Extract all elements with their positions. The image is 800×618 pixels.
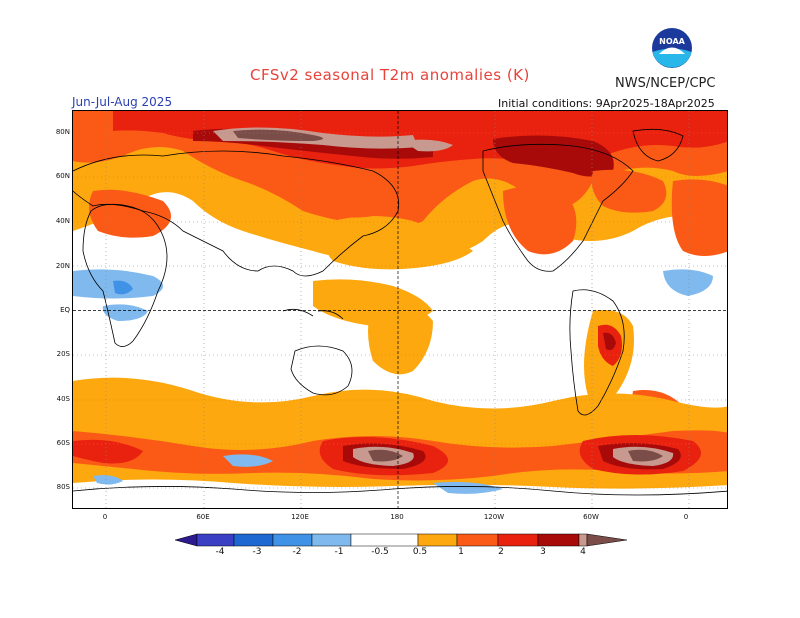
colorbar-bin--2--1 <box>272 533 313 547</box>
anomaly-field-africa-n <box>89 189 171 238</box>
colorbar-bin-gt-5 <box>586 533 627 547</box>
colorbar-label: 0.5 <box>412 547 428 557</box>
anomaly-field-cool-atl2 <box>102 304 148 321</box>
anomaly-map <box>72 110 728 509</box>
coast-australia <box>290 345 353 396</box>
lon-label-60e: 60E <box>196 513 210 521</box>
colorbar-bin-0.5-1 <box>417 533 458 547</box>
anomaly-field-cool-south2 <box>433 481 503 494</box>
anomaly-field-samerica-dark <box>603 332 616 351</box>
anomaly-field-cool-south3 <box>93 475 123 485</box>
anomaly-field-south-extreme2 <box>368 449 403 462</box>
map-title: CFSv2 seasonal T2m anomalies (K) <box>250 66 530 84</box>
coast-greenland <box>632 128 684 162</box>
lat-label-20n: 20N <box>55 262 70 270</box>
colorbar-bin-neutral <box>350 533 419 547</box>
colorbar-label: -3 <box>252 547 262 557</box>
equator-dateline <box>73 111 727 508</box>
colorbar-bin--3--2 <box>233 533 274 547</box>
initial-conditions-label: Initial conditions: 9Apr2025-18Apr2025 <box>498 97 715 110</box>
colorbar <box>175 533 627 547</box>
grid-lines <box>73 111 727 508</box>
anomaly-field-north-dark2 <box>493 135 614 177</box>
lat-label-20s: 20S <box>56 350 70 358</box>
coast-north-america <box>482 143 634 272</box>
coast-eurasia <box>73 150 400 277</box>
lat-label-60s: 60S <box>56 439 70 447</box>
anomaly-field-north-extreme <box>233 129 323 141</box>
colorbar-bin--1--0.5 <box>311 533 352 547</box>
anomaly-field-asia-mid <box>302 177 381 218</box>
lon-label-0: 0 <box>102 513 108 521</box>
anomaly-field-cool-blue <box>113 280 133 295</box>
coast-south-america <box>569 289 625 416</box>
anomaly-field-europe <box>671 179 727 256</box>
colorbar-bin-3-4 <box>537 533 580 547</box>
colorbar-label: -4 <box>215 547 225 557</box>
anomaly-field-north-max2 <box>403 139 453 152</box>
anomaly-field-na-east <box>591 169 667 213</box>
colorbar-label: -2 <box>292 547 302 557</box>
noaa-logo-icon: NOAA <box>652 28 692 68</box>
colorbar-bin-2-3 <box>497 533 539 547</box>
colorbar-label: 1 <box>458 547 464 557</box>
anomaly-field-na-west <box>503 186 577 255</box>
coastlines <box>73 128 727 496</box>
anomaly-field-south-strong1 <box>73 439 143 464</box>
lon-label-60w: 60W <box>583 513 599 521</box>
lat-label-eq: EQ <box>60 306 70 314</box>
agency-label: NWS/NCEP/CPC <box>615 76 716 91</box>
colorbar-bin-4-5 <box>578 533 588 547</box>
lon-label-180: 180 <box>390 513 404 521</box>
anomaly-field-south-extreme3 <box>628 449 663 462</box>
colorbar-bin-lt-4 <box>175 533 198 547</box>
lat-label-40s: 40S <box>56 395 70 403</box>
colorbar-label: -0.5 <box>371 547 389 557</box>
noaa-logo-text: NOAA <box>659 37 685 46</box>
colorbar-label: 3 <box>540 547 546 557</box>
lon-label-120e: 120E <box>291 513 309 521</box>
anomaly-field-antarctic <box>73 479 727 508</box>
lat-label-80n: 80N <box>55 128 70 136</box>
anomaly-field-cool-ind <box>663 269 713 296</box>
lon-label-120w: 120W <box>483 513 505 521</box>
anomaly-field-cool-south1 <box>223 454 273 467</box>
colorbar-label: -1 <box>334 547 344 557</box>
map-canvas <box>73 111 727 508</box>
anomaly-field-pacific-nh <box>325 216 473 270</box>
lat-label-60n: 60N <box>55 172 70 180</box>
colorbar-label: 4 <box>580 547 586 557</box>
anomaly-field-trop-orange2 <box>368 300 433 375</box>
colorbar-label: 2 <box>498 547 504 557</box>
colorbar-bin-1-2 <box>456 533 499 547</box>
lat-label-80s: 80S <box>56 483 70 491</box>
coast-antarctica <box>73 486 727 496</box>
colorbar-bin--4--3 <box>196 533 235 547</box>
lon-label-0-east: 0 <box>683 513 689 521</box>
lat-label-40n: 40N <box>55 217 70 225</box>
season-label: Jun-Jul-Aug 2025 <box>72 95 173 109</box>
